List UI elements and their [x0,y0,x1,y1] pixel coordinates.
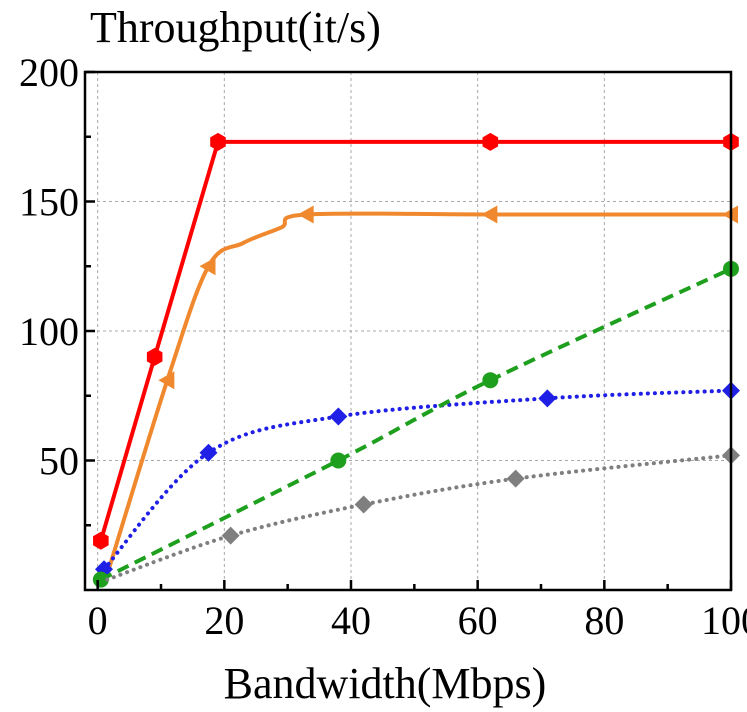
series-1 [93,132,739,550]
data-point-circle [330,452,347,469]
x-tick-label: 40 [331,598,371,643]
x-axis-title: Bandwidth(Mbps) [224,659,547,708]
tick-labels: 0 20 40 60 80 100 50 100 150 200 [19,50,747,643]
series-4 [92,260,739,588]
data-point-diamond [354,495,373,514]
data-point-circle [482,372,499,389]
data-point-diamond [329,407,348,426]
data-point-triangle [481,205,498,224]
x-tick-label: 20 [204,598,244,643]
grid [85,72,731,590]
y-tick-label: 50 [39,439,79,484]
series-line [105,453,733,582]
data-point-diamond [538,389,557,408]
y-axis-title: Throughput(it/s) [90,3,381,52]
series-line [99,267,732,582]
data-point-triangle [297,205,314,224]
series-3 [95,381,740,579]
data-point-hexagon [93,531,109,550]
x-tick-label: 100 [701,598,747,643]
series-2 [105,205,738,576]
data-point-hexagon [482,132,499,151]
data-point-diamond [199,443,218,462]
y-tick-label: 100 [19,309,79,354]
series-line [105,211,731,576]
series-line [102,388,733,572]
data-point-triangle [158,371,175,390]
x-tick-label: 60 [458,598,498,643]
axis-ticks [85,70,733,590]
series-5 [105,446,740,582]
data-point-diamond [221,526,240,545]
y-tick-label: 200 [19,50,79,95]
data-point-diamond [506,469,525,488]
data-point-hexagon [146,347,163,366]
x-tick-label: 0 [88,598,108,643]
x-tick-label: 80 [584,598,624,643]
y-tick-label: 150 [19,180,79,225]
data-point-hexagon [210,132,226,151]
data-point-triangle [199,257,216,276]
